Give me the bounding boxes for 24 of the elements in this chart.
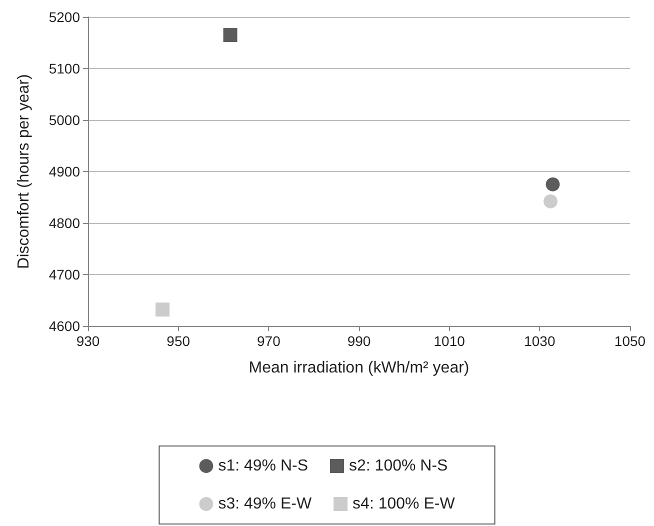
point xyxy=(546,177,560,192)
x-tick-label: 1030 xyxy=(524,333,556,349)
y-tick-label: 4800 xyxy=(48,215,80,231)
y-tick-label: 4600 xyxy=(48,318,80,334)
legend-label: s4: 100% E-W xyxy=(352,496,456,512)
y-tick-label: 5100 xyxy=(48,60,80,76)
y-tick-label: 5200 xyxy=(48,9,80,25)
point xyxy=(223,28,238,42)
point xyxy=(156,302,170,317)
x-tick-label: 970 xyxy=(256,333,281,349)
y-axis-title: Discomfort (hours per year) xyxy=(16,74,32,269)
x-tick-label: 1050 xyxy=(614,333,646,349)
x-tick-label: 990 xyxy=(347,333,371,349)
x-axis-title: Mean irradiation (kWh/m² year) xyxy=(248,360,470,376)
y-tick-label: 5000 xyxy=(48,112,80,128)
legend-label: s3: 49% E-W xyxy=(218,496,312,512)
x-tick-label: 930 xyxy=(76,333,100,349)
point xyxy=(544,194,558,208)
x-tick-label: 1010 xyxy=(434,333,466,349)
x-tick-label: 950 xyxy=(166,333,190,349)
legend-label: s1: 49% N-S xyxy=(218,458,308,474)
legend-label: s2: 100% N-S xyxy=(349,458,448,474)
y-tick-label: 4900 xyxy=(48,164,80,180)
y-tick-label: 4700 xyxy=(48,266,80,282)
